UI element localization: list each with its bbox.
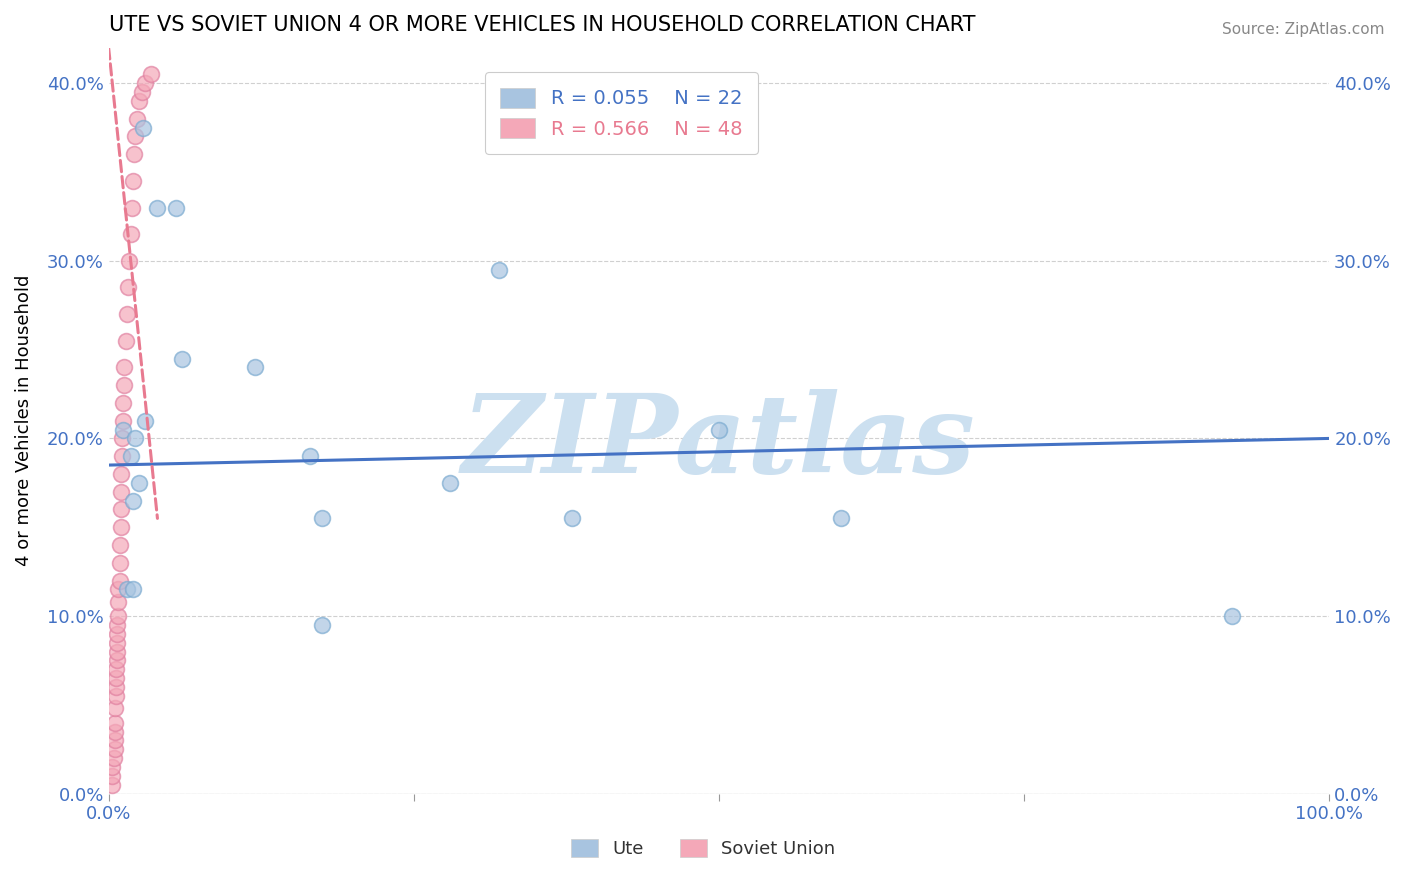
Point bbox=[170, 351, 193, 366]
Point bbox=[120, 449, 142, 463]
Point bbox=[561, 511, 583, 525]
Point bbox=[112, 414, 135, 428]
Y-axis label: 4 or more Vehicles in Household: 4 or more Vehicles in Household bbox=[15, 275, 32, 566]
Point bbox=[101, 769, 124, 783]
Point bbox=[1220, 609, 1243, 624]
Point bbox=[101, 760, 124, 774]
Point bbox=[104, 733, 127, 747]
Point bbox=[117, 280, 139, 294]
Point bbox=[122, 493, 145, 508]
Point bbox=[110, 502, 132, 516]
Point bbox=[118, 253, 141, 268]
Point bbox=[105, 618, 128, 632]
Point bbox=[128, 475, 150, 490]
Point bbox=[104, 689, 127, 703]
Point bbox=[122, 147, 145, 161]
Point bbox=[107, 595, 129, 609]
Point bbox=[146, 201, 169, 215]
Point bbox=[488, 262, 510, 277]
Point bbox=[108, 556, 131, 570]
Point bbox=[110, 520, 132, 534]
Point bbox=[830, 511, 852, 525]
Point bbox=[108, 574, 131, 588]
Point bbox=[115, 307, 138, 321]
Point bbox=[112, 396, 135, 410]
Point bbox=[104, 715, 127, 730]
Point bbox=[128, 94, 150, 108]
Point bbox=[134, 414, 156, 428]
Point bbox=[132, 120, 155, 135]
Point bbox=[105, 636, 128, 650]
Point bbox=[108, 538, 131, 552]
Point bbox=[134, 76, 156, 90]
Point bbox=[105, 627, 128, 641]
Point bbox=[311, 511, 333, 525]
Point bbox=[110, 467, 132, 481]
Point bbox=[131, 85, 153, 99]
Point bbox=[104, 742, 127, 756]
Point bbox=[243, 360, 266, 375]
Point bbox=[114, 378, 136, 392]
Point bbox=[141, 67, 163, 81]
Point bbox=[124, 432, 146, 446]
Point bbox=[112, 423, 135, 437]
Point bbox=[105, 644, 128, 658]
Point bbox=[101, 778, 124, 792]
Point bbox=[165, 201, 187, 215]
Point bbox=[107, 582, 129, 597]
Point bbox=[104, 671, 127, 685]
Point bbox=[707, 423, 730, 437]
Point bbox=[104, 724, 127, 739]
Point bbox=[107, 609, 129, 624]
Point bbox=[124, 129, 146, 144]
Point bbox=[110, 484, 132, 499]
Point bbox=[122, 174, 145, 188]
Point bbox=[111, 432, 134, 446]
Text: Source: ZipAtlas.com: Source: ZipAtlas.com bbox=[1222, 22, 1385, 37]
Point bbox=[104, 662, 127, 676]
Point bbox=[120, 227, 142, 242]
Point bbox=[114, 360, 136, 375]
Point bbox=[122, 582, 145, 597]
Point bbox=[111, 449, 134, 463]
Text: ZIPatlas: ZIPatlas bbox=[463, 389, 976, 497]
Point bbox=[105, 653, 128, 667]
Text: UTE VS SOVIET UNION 4 OR MORE VEHICLES IN HOUSEHOLD CORRELATION CHART: UTE VS SOVIET UNION 4 OR MORE VEHICLES I… bbox=[108, 15, 976, 35]
Point bbox=[439, 475, 461, 490]
Legend: Ute, Soviet Union: Ute, Soviet Union bbox=[564, 831, 842, 865]
Point bbox=[115, 582, 138, 597]
Point bbox=[104, 680, 127, 694]
Point bbox=[299, 449, 322, 463]
Legend: R = 0.055    N = 22, R = 0.566    N = 48: R = 0.055 N = 22, R = 0.566 N = 48 bbox=[485, 72, 758, 154]
Point bbox=[121, 201, 143, 215]
Point bbox=[125, 112, 148, 126]
Point bbox=[103, 751, 125, 765]
Point bbox=[104, 701, 127, 715]
Point bbox=[114, 334, 136, 348]
Point bbox=[311, 618, 333, 632]
